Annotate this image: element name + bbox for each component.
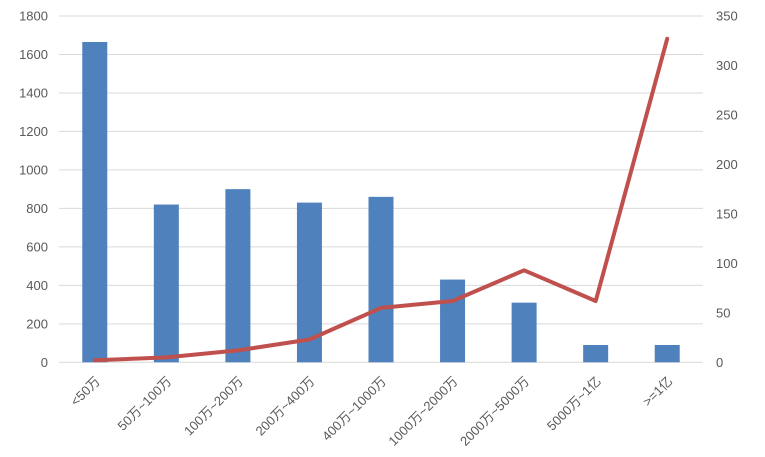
left-axis-tick-label: 200 (26, 316, 48, 331)
trend-line (92, 36, 670, 363)
bar (440, 279, 466, 363)
right-axis-tick-label: 0 (716, 355, 723, 370)
bar (368, 196, 394, 363)
bar (511, 302, 537, 363)
right-axis-tick-label: 200 (716, 157, 738, 172)
right-axis-tick-label: 100 (716, 256, 738, 271)
right-axis-tick-label: 50 (716, 305, 730, 320)
left-axis-tick-label: 400 (26, 278, 48, 293)
bar (583, 344, 609, 363)
bar (153, 204, 179, 363)
left-axis-tick-label: 1600 (19, 47, 48, 62)
right-axis-tick-label: 150 (716, 206, 738, 221)
left-axis-tick-label: 800 (26, 201, 48, 216)
left-axis-tick-label: 1400 (19, 85, 48, 100)
left-axis-tick-label: 1800 (19, 9, 48, 24)
left-axis-tick-label: 1200 (19, 124, 48, 139)
bar (654, 344, 680, 363)
right-axis-tick-label: 250 (716, 107, 738, 122)
right-axis-tick-label: 350 (716, 9, 738, 24)
left-axis-tick-label: 600 (26, 239, 48, 254)
left-axis-tick-label: 1000 (19, 162, 48, 177)
right-axis-tick-label: 300 (716, 58, 738, 73)
bar (82, 41, 108, 363)
bar (225, 189, 251, 363)
left-axis-tick-label: 0 (41, 355, 48, 370)
